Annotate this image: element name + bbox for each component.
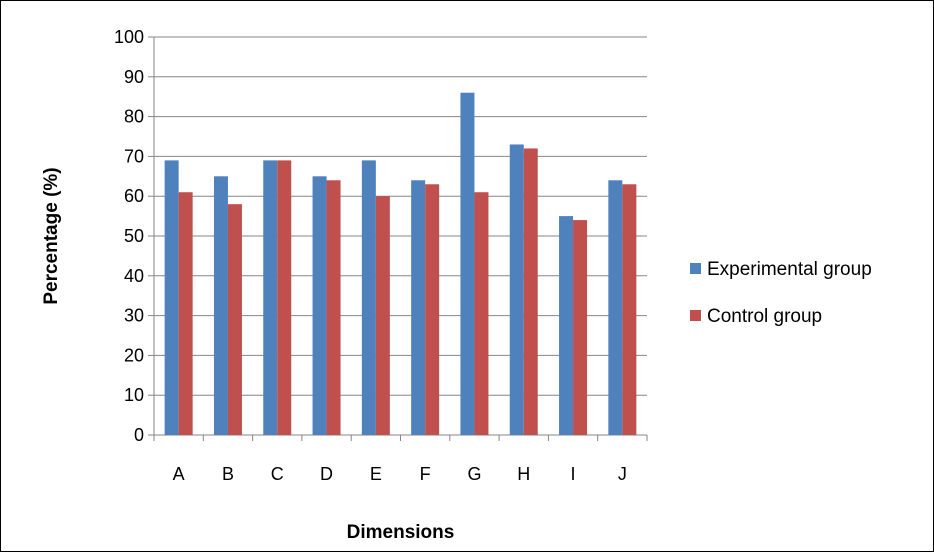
bar-experimental-C <box>263 160 278 435</box>
bar-experimental-J <box>608 180 623 435</box>
bar-control-D <box>326 180 341 435</box>
y-tick-label: 40 <box>124 266 144 286</box>
x-tick-label: B <box>222 464 234 484</box>
bar-control-J <box>622 184 637 435</box>
y-tick-label: 60 <box>124 186 144 206</box>
x-tick-label: F <box>420 464 431 484</box>
bars <box>164 92 637 436</box>
y-tick-label: 70 <box>124 146 144 166</box>
y-tick-label: 30 <box>124 306 144 326</box>
y-tick-label: 90 <box>124 67 144 87</box>
x-tick-label: E <box>370 464 382 484</box>
y-tick-label: 20 <box>124 345 144 365</box>
bar-control-B <box>227 204 242 435</box>
bar-control-I <box>573 220 588 435</box>
x-tick-label: D <box>320 464 333 484</box>
y-axis-title: Percentage (%) <box>41 167 62 304</box>
bar-experimental-E <box>361 160 376 435</box>
bar-experimental-I <box>559 216 574 435</box>
bar-control-A <box>178 192 193 435</box>
bar-experimental-F <box>411 180 426 435</box>
legend-label: Control group <box>707 306 822 327</box>
bar-control-F <box>425 184 440 435</box>
y-tick-label: 10 <box>124 385 144 405</box>
x-tick-label: A <box>173 464 185 484</box>
legend-swatch <box>690 263 701 274</box>
x-tick-label: G <box>467 464 481 484</box>
x-tick-label: I <box>571 464 576 484</box>
legend-label: Experimental group <box>707 259 872 280</box>
bar-control-H <box>523 148 538 435</box>
legend: Experimental group Control group <box>690 259 872 327</box>
bar-experimental-B <box>213 176 228 436</box>
y-tick-label: 100 <box>114 27 144 47</box>
x-tick-label: J <box>618 464 627 484</box>
bar-experimental-G <box>460 92 475 435</box>
x-axis-ticks: A B C D E F G H I J <box>153 435 648 484</box>
bar-experimental-D <box>312 176 327 436</box>
x-axis-title: Dimensions <box>347 522 455 543</box>
y-tick-label: 0 <box>134 425 144 445</box>
x-tick-label: C <box>271 464 284 484</box>
bar-control-E <box>375 196 390 435</box>
legend-swatch <box>690 310 701 321</box>
bar-control-C <box>277 160 292 435</box>
y-tick-label: 80 <box>124 107 144 127</box>
x-tick-label: H <box>517 464 530 484</box>
bar-experimental-A <box>164 160 179 435</box>
y-tick-label: 50 <box>124 226 144 246</box>
y-axis-ticks: 0 10 20 30 40 50 60 70 80 90 100 <box>114 27 154 445</box>
bar-control-G <box>474 192 489 435</box>
bar-experimental-H <box>509 144 524 435</box>
